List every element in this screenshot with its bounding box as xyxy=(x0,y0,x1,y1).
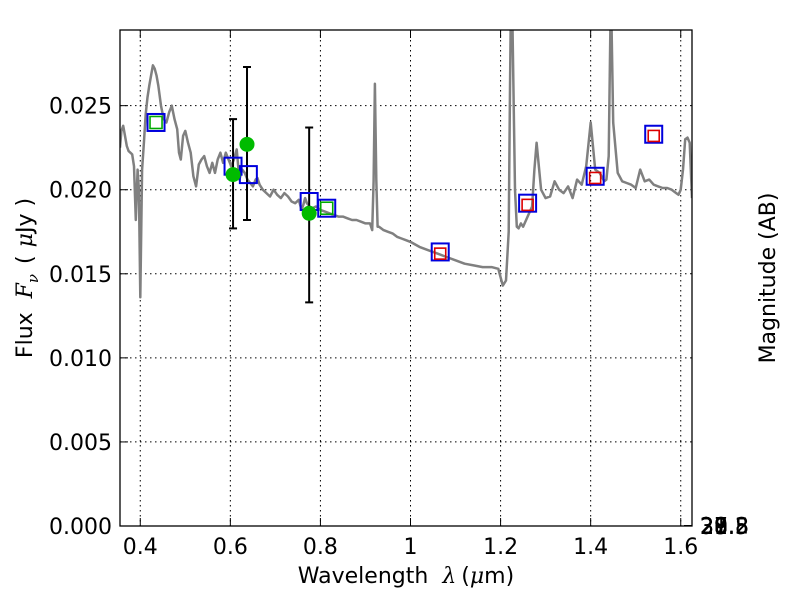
model-box-nir xyxy=(521,198,534,212)
y-axis-title-text: Flux xyxy=(13,312,38,358)
x-tick-label: 1.2 xyxy=(483,535,518,560)
model-box-outer xyxy=(430,242,450,262)
x-axis-title: Wavelength λ (μm) xyxy=(298,564,514,589)
x-tick-label: 0.6 xyxy=(213,535,248,560)
observed-point xyxy=(301,205,317,221)
model-box-outer xyxy=(317,198,337,218)
sed-layer xyxy=(120,30,692,299)
x-axis-ticks: 0.4 0.6 0.8 1 1.2 1.4 1.6 xyxy=(123,30,698,560)
plot-frame xyxy=(119,29,693,527)
x-tick-label: 1.6 xyxy=(663,535,698,560)
model-box-outer xyxy=(585,166,605,186)
y-axis-title-unit-mu: μ xyxy=(13,233,38,247)
model-box-optical xyxy=(319,201,334,216)
x-axis-title-symbol: λ xyxy=(441,564,456,589)
grid xyxy=(120,30,692,526)
x-axis-title-unit-rest: m) xyxy=(484,564,514,589)
right-tick-label: 30 xyxy=(700,515,728,540)
y-axis-ticks: 0.000 0.005 0.010 0.015 0.020 0.025 xyxy=(49,95,128,540)
x-axis-title-unit-open: ( xyxy=(461,564,470,589)
y-axis-title: Flux Fν ( μJy ) xyxy=(13,198,42,358)
x-axis-title-text: Wavelength xyxy=(298,564,429,589)
right-tick-label: 29.5 xyxy=(700,515,749,540)
right-tick-label: 29 xyxy=(700,515,728,540)
y-tick-label: 0.020 xyxy=(49,179,112,204)
right-tick-label: 28.2 xyxy=(700,515,749,540)
x-tick-label: 1.4 xyxy=(573,535,608,560)
y-tick-label: 0.015 xyxy=(49,263,112,288)
y-axis-title-unit-open: ( xyxy=(13,255,38,264)
model-box-optical xyxy=(149,115,163,130)
model-box-outer xyxy=(518,193,538,213)
y-tick-label: 0.010 xyxy=(49,347,112,372)
model-box-layer xyxy=(146,112,664,262)
y-axis-title-symbol: F xyxy=(13,282,38,299)
right-tick-label: 28 xyxy=(700,515,728,540)
x-tick-label: 1 xyxy=(404,535,418,560)
model-box-nir xyxy=(647,129,661,143)
sed-template-curve xyxy=(120,30,692,299)
observed-layer xyxy=(225,136,317,221)
x-tick-label: 0.4 xyxy=(123,535,158,560)
model-box-outer xyxy=(146,112,166,132)
model-box-nir xyxy=(588,171,602,185)
y-axis-title-subscript: ν xyxy=(24,274,42,283)
right-tick-label: 27.8 xyxy=(700,515,749,540)
model-box-nir xyxy=(433,247,447,260)
right-tick-label: 31 xyxy=(700,515,728,540)
right-tick-label: 28.5 xyxy=(700,515,749,540)
observed-point xyxy=(239,136,255,152)
right-axis-title: Magnitude (AB) xyxy=(756,193,781,364)
y-tick-label: 0.005 xyxy=(49,431,112,456)
observed-point xyxy=(225,167,241,183)
plot-area xyxy=(120,30,692,526)
model-box-outer xyxy=(644,124,664,144)
y-tick-label: 0.025 xyxy=(49,95,112,120)
y-tick-label: 0.000 xyxy=(49,515,112,540)
x-axis-title-unit-mu: μ xyxy=(470,564,484,589)
x-tick-label: 0.8 xyxy=(303,535,338,560)
y-axis-title-unit-rest: Jy ) xyxy=(13,198,38,235)
